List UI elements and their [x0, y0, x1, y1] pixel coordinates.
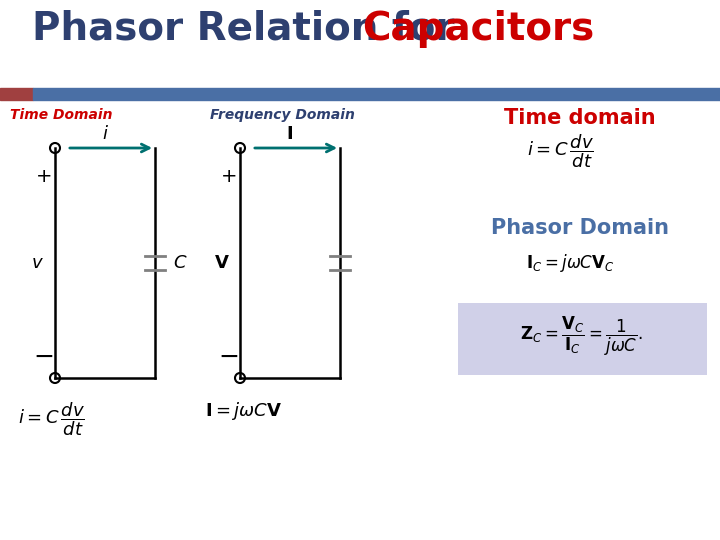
- Text: Capacitors: Capacitors: [362, 10, 594, 48]
- Text: $C$: $C$: [173, 254, 187, 272]
- Text: Time Domain: Time Domain: [10, 108, 112, 122]
- Text: $\mathbf{I}_C = j\omega C\mathbf{V}_C$: $\mathbf{I}_C = j\omega C\mathbf{V}_C$: [526, 252, 614, 274]
- Text: $\mathbf{I}$: $\mathbf{I}$: [287, 125, 294, 143]
- Text: $\mathbf{V}$: $\mathbf{V}$: [214, 254, 230, 272]
- Text: Frequency Domain: Frequency Domain: [210, 108, 355, 122]
- Text: Phasor Relation for: Phasor Relation for: [32, 10, 468, 48]
- Bar: [0, 88, 33, 100]
- Text: $\mathbf{Z}_C = \dfrac{\mathbf{V}_C}{\mathbf{I}_C} = \dfrac{1}{j\omega C}.$: $\mathbf{Z}_C = \dfrac{\mathbf{V}_C}{\ma…: [521, 315, 644, 358]
- Text: $i = C\,\dfrac{dv}{dt}$: $i = C\,\dfrac{dv}{dt}$: [18, 400, 85, 437]
- Text: $+$: $+$: [220, 166, 236, 186]
- FancyBboxPatch shape: [458, 303, 707, 375]
- Text: $v$: $v$: [30, 254, 43, 272]
- Text: $i$: $i$: [102, 125, 109, 143]
- Text: $-$: $-$: [218, 344, 238, 368]
- Bar: [33, 88, 720, 100]
- Text: $i = C\,\dfrac{dv}{dt}$: $i = C\,\dfrac{dv}{dt}$: [526, 132, 593, 170]
- Text: Phasor Domain: Phasor Domain: [491, 218, 669, 238]
- Text: $-$: $-$: [33, 344, 53, 368]
- Text: $\mathbf{I} = j\omega C\mathbf{V}$: $\mathbf{I} = j\omega C\mathbf{V}$: [205, 400, 282, 422]
- Text: Time domain: Time domain: [504, 108, 656, 128]
- Text: $+$: $+$: [35, 166, 51, 186]
